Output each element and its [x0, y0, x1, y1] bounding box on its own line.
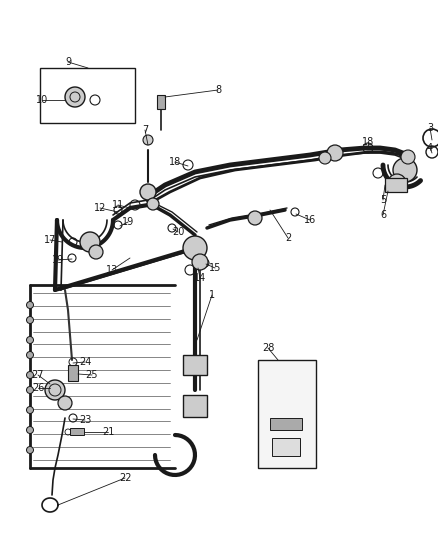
Circle shape	[27, 407, 33, 414]
Circle shape	[140, 184, 156, 200]
Bar	[270, 418, 302, 430]
Text: 22: 22	[119, 473, 131, 483]
Text: 23: 23	[79, 415, 91, 425]
Bar	[183, 395, 207, 417]
Circle shape	[388, 174, 406, 192]
Circle shape	[65, 87, 85, 107]
Text: 19: 19	[52, 255, 64, 265]
Circle shape	[27, 372, 33, 378]
Text: 12: 12	[94, 203, 106, 213]
Circle shape	[327, 145, 343, 161]
Text: 21: 21	[102, 427, 114, 437]
Circle shape	[89, 245, 103, 259]
Bar	[68, 365, 78, 381]
Text: 18: 18	[169, 157, 181, 167]
Text: 10: 10	[36, 95, 48, 105]
Text: 4: 4	[427, 143, 433, 153]
Text: 15: 15	[209, 263, 221, 273]
Text: 27: 27	[32, 370, 44, 380]
Text: 17: 17	[44, 235, 56, 245]
Circle shape	[27, 317, 33, 324]
Circle shape	[27, 336, 33, 343]
Text: 2: 2	[285, 233, 291, 243]
Text: 9: 9	[65, 57, 71, 67]
Text: 20: 20	[172, 227, 184, 237]
Text: 16: 16	[304, 215, 316, 225]
Text: 25: 25	[86, 370, 98, 380]
Circle shape	[45, 380, 65, 400]
Circle shape	[27, 386, 33, 393]
Bar	[272, 438, 300, 456]
Circle shape	[248, 211, 262, 225]
Text: 1: 1	[209, 290, 215, 300]
Circle shape	[27, 447, 33, 454]
Bar	[70, 428, 84, 435]
Circle shape	[58, 396, 72, 410]
Circle shape	[80, 232, 100, 252]
Circle shape	[192, 254, 208, 270]
Circle shape	[183, 236, 207, 260]
Text: 8: 8	[215, 85, 221, 95]
Circle shape	[27, 351, 33, 359]
Circle shape	[143, 135, 153, 145]
Text: 18: 18	[362, 137, 374, 147]
Text: 24: 24	[79, 357, 91, 367]
Text: 14: 14	[194, 273, 206, 283]
Circle shape	[393, 158, 417, 182]
Text: 28: 28	[262, 343, 274, 353]
Bar	[258, 360, 316, 468]
Circle shape	[27, 426, 33, 433]
Text: 5: 5	[380, 195, 386, 205]
Text: 3: 3	[427, 123, 433, 133]
Bar	[385, 178, 407, 192]
Text: 6: 6	[380, 210, 386, 220]
Text: 19: 19	[122, 217, 134, 227]
Bar	[157, 95, 165, 109]
Text: 13: 13	[106, 265, 118, 275]
Bar	[183, 355, 207, 375]
Circle shape	[319, 152, 331, 164]
Circle shape	[401, 150, 415, 164]
Bar	[40, 68, 135, 123]
Text: 7: 7	[142, 125, 148, 135]
Text: 26: 26	[32, 383, 44, 393]
Circle shape	[147, 198, 159, 210]
Text: 11: 11	[112, 200, 124, 210]
Circle shape	[27, 302, 33, 309]
